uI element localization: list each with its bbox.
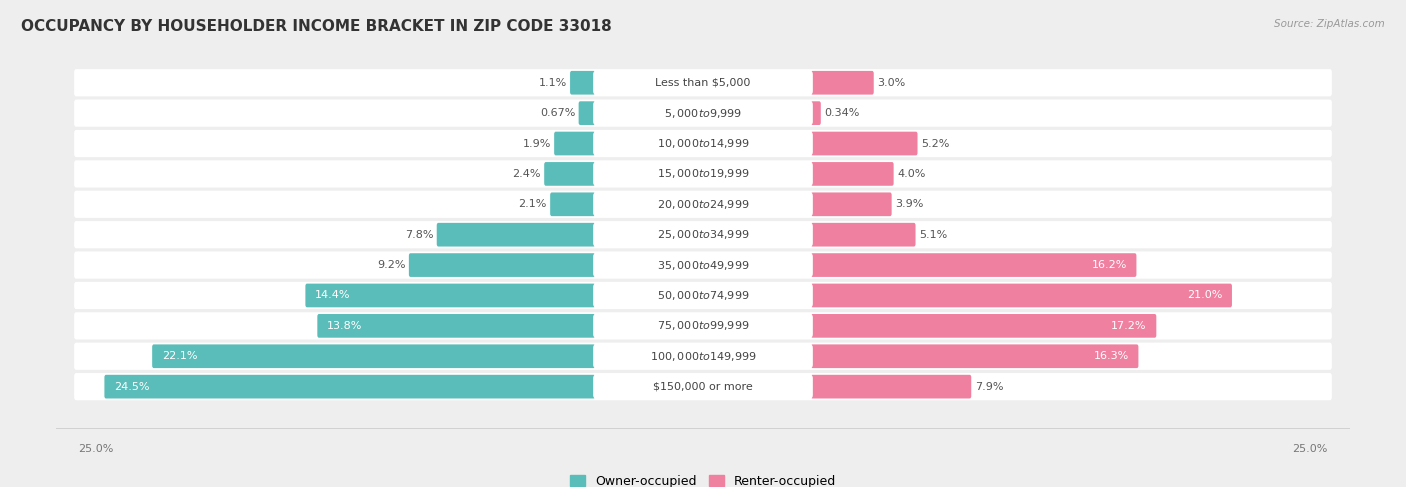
Text: $15,000 to $19,999: $15,000 to $19,999 [657, 168, 749, 180]
FancyBboxPatch shape [554, 131, 595, 155]
Text: OCCUPANCY BY HOUSEHOLDER INCOME BRACKET IN ZIP CODE 33018: OCCUPANCY BY HOUSEHOLDER INCOME BRACKET … [21, 19, 612, 35]
Text: 13.8%: 13.8% [326, 321, 363, 331]
FancyBboxPatch shape [152, 344, 595, 368]
FancyBboxPatch shape [593, 162, 813, 186]
Text: 16.2%: 16.2% [1091, 260, 1126, 270]
FancyBboxPatch shape [811, 253, 1136, 277]
FancyBboxPatch shape [811, 223, 915, 246]
FancyBboxPatch shape [811, 314, 1156, 337]
FancyBboxPatch shape [811, 131, 918, 155]
Text: $20,000 to $24,999: $20,000 to $24,999 [657, 198, 749, 211]
FancyBboxPatch shape [593, 375, 813, 398]
FancyBboxPatch shape [75, 373, 1331, 400]
Text: 14.4%: 14.4% [315, 290, 350, 300]
FancyBboxPatch shape [811, 101, 821, 125]
Text: 5.1%: 5.1% [920, 230, 948, 240]
Text: 21.0%: 21.0% [1187, 290, 1222, 300]
Text: 2.4%: 2.4% [512, 169, 541, 179]
Text: 5.2%: 5.2% [921, 138, 949, 149]
Text: 1.1%: 1.1% [538, 78, 567, 88]
FancyBboxPatch shape [593, 314, 813, 337]
Text: $5,000 to $9,999: $5,000 to $9,999 [664, 107, 742, 120]
FancyBboxPatch shape [75, 282, 1331, 309]
Text: $25,000 to $34,999: $25,000 to $34,999 [657, 228, 749, 241]
Text: $10,000 to $14,999: $10,000 to $14,999 [657, 137, 749, 150]
FancyBboxPatch shape [593, 253, 813, 277]
FancyBboxPatch shape [811, 344, 1139, 368]
Text: 24.5%: 24.5% [114, 382, 149, 392]
FancyBboxPatch shape [811, 192, 891, 216]
FancyBboxPatch shape [409, 253, 595, 277]
Text: 16.3%: 16.3% [1094, 351, 1129, 361]
FancyBboxPatch shape [75, 343, 1331, 370]
Text: 1.9%: 1.9% [523, 138, 551, 149]
Text: 3.9%: 3.9% [896, 199, 924, 209]
FancyBboxPatch shape [811, 71, 873, 94]
Text: $100,000 to $149,999: $100,000 to $149,999 [650, 350, 756, 363]
Text: $35,000 to $49,999: $35,000 to $49,999 [657, 259, 749, 272]
Text: 3.0%: 3.0% [877, 78, 905, 88]
FancyBboxPatch shape [75, 160, 1331, 187]
Text: 22.1%: 22.1% [162, 351, 197, 361]
Text: 17.2%: 17.2% [1111, 321, 1147, 331]
FancyBboxPatch shape [569, 71, 595, 94]
Text: 7.9%: 7.9% [974, 382, 1002, 392]
FancyBboxPatch shape [318, 314, 595, 337]
Text: 9.2%: 9.2% [377, 260, 405, 270]
Text: Source: ZipAtlas.com: Source: ZipAtlas.com [1274, 19, 1385, 30]
Text: $75,000 to $99,999: $75,000 to $99,999 [657, 319, 749, 332]
Text: 2.1%: 2.1% [519, 199, 547, 209]
Text: 0.67%: 0.67% [540, 108, 575, 118]
FancyBboxPatch shape [593, 131, 813, 155]
FancyBboxPatch shape [811, 162, 894, 186]
Text: Less than $5,000: Less than $5,000 [655, 78, 751, 88]
FancyBboxPatch shape [75, 251, 1331, 279]
FancyBboxPatch shape [811, 375, 972, 398]
FancyBboxPatch shape [544, 162, 595, 186]
FancyBboxPatch shape [437, 223, 595, 246]
Text: 4.0%: 4.0% [897, 169, 925, 179]
FancyBboxPatch shape [305, 283, 595, 307]
FancyBboxPatch shape [104, 375, 595, 398]
FancyBboxPatch shape [75, 130, 1331, 157]
FancyBboxPatch shape [75, 312, 1331, 339]
Legend: Owner-occupied, Renter-occupied: Owner-occupied, Renter-occupied [565, 470, 841, 487]
FancyBboxPatch shape [811, 283, 1232, 307]
Text: $150,000 or more: $150,000 or more [654, 382, 752, 392]
FancyBboxPatch shape [593, 344, 813, 368]
FancyBboxPatch shape [593, 283, 813, 307]
FancyBboxPatch shape [593, 223, 813, 246]
FancyBboxPatch shape [75, 69, 1331, 96]
FancyBboxPatch shape [550, 192, 595, 216]
FancyBboxPatch shape [593, 71, 813, 94]
FancyBboxPatch shape [75, 191, 1331, 218]
FancyBboxPatch shape [593, 101, 813, 125]
Text: 7.8%: 7.8% [405, 230, 433, 240]
FancyBboxPatch shape [579, 101, 595, 125]
FancyBboxPatch shape [75, 221, 1331, 248]
Text: $50,000 to $74,999: $50,000 to $74,999 [657, 289, 749, 302]
FancyBboxPatch shape [75, 99, 1331, 127]
FancyBboxPatch shape [593, 192, 813, 216]
Text: 0.34%: 0.34% [824, 108, 859, 118]
